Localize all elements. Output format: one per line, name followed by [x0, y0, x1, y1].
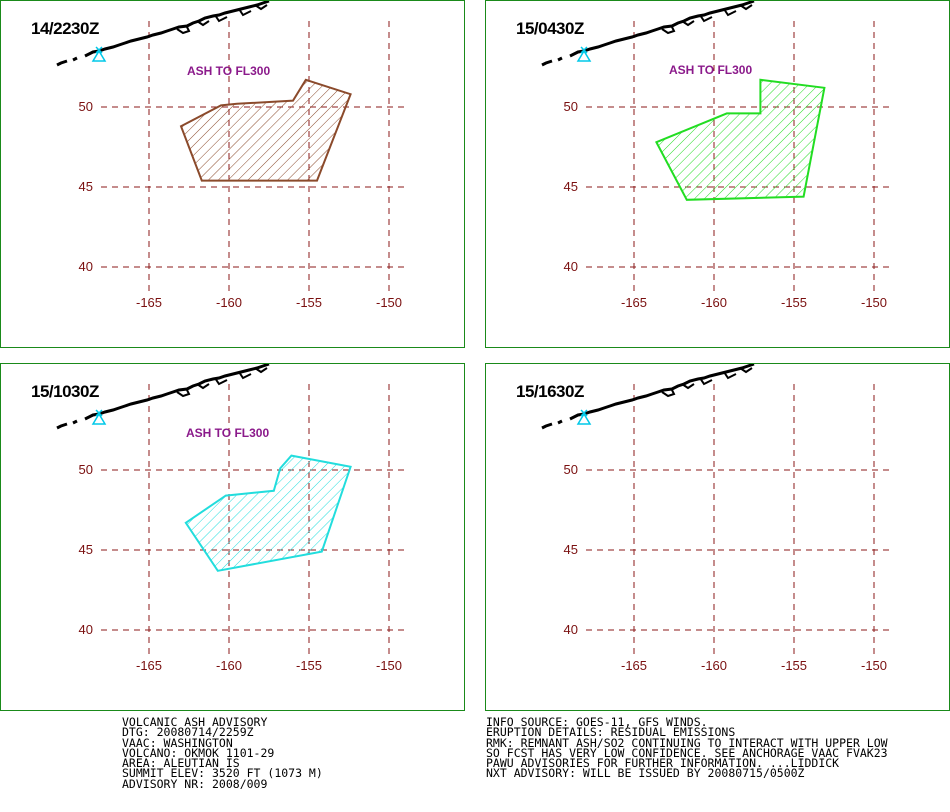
coastline	[541, 364, 755, 430]
coastline	[56, 364, 270, 430]
panel-time: 15/0430Z	[516, 19, 584, 38]
lat-label: 45	[563, 179, 578, 194]
lon-label: -155	[295, 295, 323, 310]
advisory-header-line: SUMMIT ELEV: 3520 FT (1073 M)	[122, 766, 323, 781]
map-canvas	[541, 364, 891, 654]
advisory-details: INFO SOURCE: GOES-11, GFS WINDS. ERUPTION…	[486, 715, 888, 781]
advisory-details-line: NXT ADVISORY: WILL BE ISSUED BY 20080715…	[486, 766, 805, 781]
lon-label: -160	[215, 658, 243, 673]
advisory-header-line: ADVISORY NR: 2008/009	[122, 776, 268, 791]
advisory-header-line: VOLCANIC ASH ADVISORY	[122, 715, 268, 729]
panel-time: 15/1030Z	[31, 382, 99, 401]
ash-label: ASH TO FL300	[186, 426, 270, 440]
panel-time: 14/2230Z	[31, 19, 99, 38]
lat-label: 50	[78, 462, 93, 477]
lat-label: 45	[78, 179, 93, 194]
panel-time: 15/1630Z	[516, 382, 584, 401]
lon-label: -150	[860, 295, 888, 310]
lat-label: 50	[78, 99, 93, 114]
lon-label: -165	[620, 295, 648, 310]
forecast-panel-2: 15/0430Z ASH TO FL300 50 45 40 -165 -160 -155…	[485, 0, 950, 348]
lon-label: -165	[135, 295, 163, 310]
advisory-details-line: PAWU ADVISORIES FOR FURTHER INFORMATION.…	[486, 756, 840, 771]
lon-label: -160	[700, 295, 728, 310]
forecast-panel-1: 14/2230Z ASH TO FL300 50 45 40 -165 -160 -155…	[0, 0, 465, 348]
lat-label: 45	[563, 542, 578, 557]
forecast-panel-4: 15/1630Z 50 45 40 -165 -160 -155 -150	[485, 363, 950, 711]
advisory-header: VOLCANIC ASH ADVISORY DTG: 20080714/2259Z…	[122, 715, 323, 791]
lon-label: -165	[135, 658, 163, 673]
volcano-marker-icon	[576, 409, 592, 425]
lon-label: -150	[375, 658, 403, 673]
map-canvas	[56, 364, 406, 654]
advisory-details-line: INFO SOURCE: GOES-11, GFS WINDS.	[486, 715, 708, 729]
map-canvas	[56, 1, 406, 291]
ash-cloud-polygon	[184, 454, 352, 572]
lat-label: 40	[78, 622, 93, 637]
lat-label: 50	[563, 462, 578, 477]
lon-label: -155	[780, 658, 808, 673]
lat-label: 40	[78, 259, 93, 274]
coastline-detail	[176, 4, 268, 35]
coastline-detail	[176, 367, 268, 398]
advisory-details-line: ERUPTION DETAILS: RESIDUAL EMISSIONS	[486, 725, 736, 740]
lon-label: -165	[620, 658, 648, 673]
lat-label: 45	[78, 542, 93, 557]
volcano-marker-icon	[91, 46, 107, 62]
ash-cloud-polygon	[655, 78, 826, 201]
lon-label: -160	[215, 295, 243, 310]
advisory-header-line: VAAC: WASHINGTON	[122, 735, 233, 750]
ash-label: ASH TO FL300	[187, 64, 271, 78]
volcano-marker-icon	[91, 409, 107, 425]
lon-label: -155	[780, 295, 808, 310]
lon-label: -160	[700, 658, 728, 673]
coastline	[56, 1, 270, 67]
lon-label: -155	[295, 658, 323, 673]
ash-label: ASH TO FL300	[669, 63, 753, 77]
volcano-marker-icon	[576, 46, 592, 62]
ash-cloud-polygon	[179, 78, 352, 182]
coastline-detail	[661, 367, 753, 398]
lat-label: 40	[563, 259, 578, 274]
advisory-details-line: SO FCST HAS VERY LOW CONFIDENCE. SEE ANC…	[486, 745, 888, 760]
advisory-details-line: RMK: REMNANT ASH/SO2 CONTINUING TO INTER…	[486, 735, 888, 750]
coastline	[541, 1, 755, 67]
advisory-header-line: AREA: ALEUTIAN IS	[122, 756, 240, 771]
advisory-header-line: DTG: 20080714/2259Z	[122, 725, 254, 740]
lon-label: -150	[375, 295, 403, 310]
forecast-panel-3: 15/1030Z ASH TO FL300 50 45 40 -165 -160 -155…	[0, 363, 465, 711]
lat-label: 40	[563, 622, 578, 637]
lat-label: 50	[563, 99, 578, 114]
advisory-header-line: VOLCANO: OKMOK 1101-29	[122, 745, 275, 760]
lon-label: -150	[860, 658, 888, 673]
map-canvas	[541, 1, 891, 291]
coastline-detail	[661, 4, 753, 35]
